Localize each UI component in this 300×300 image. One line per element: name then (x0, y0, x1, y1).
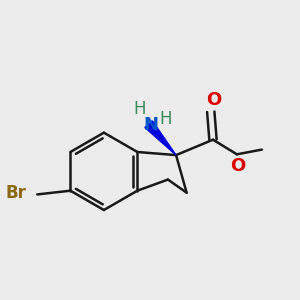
Text: H: H (134, 100, 146, 118)
Text: H: H (160, 110, 172, 128)
Polygon shape (145, 121, 176, 155)
Text: O: O (206, 92, 221, 110)
Text: Br: Br (5, 184, 26, 202)
Text: N: N (143, 116, 158, 134)
Text: O: O (231, 157, 246, 175)
